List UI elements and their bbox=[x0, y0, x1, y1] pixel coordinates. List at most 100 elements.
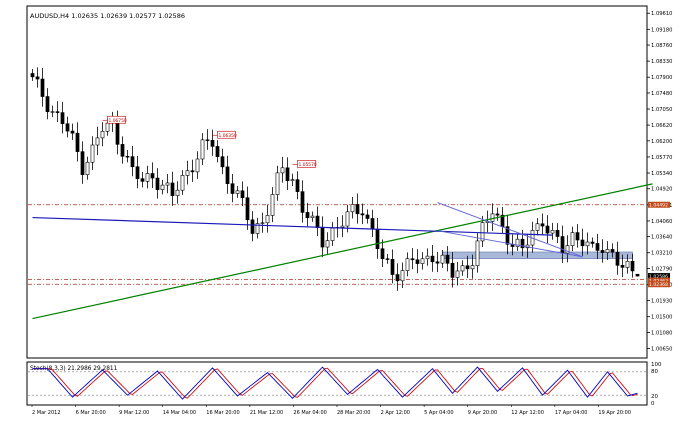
candle-body bbox=[555, 229, 560, 237]
candle-body bbox=[55, 111, 60, 113]
candle-body bbox=[40, 78, 45, 97]
candle-body bbox=[280, 167, 285, 174]
high-marker-label: 1.05570 bbox=[299, 162, 317, 168]
support-zone-rect bbox=[442, 251, 633, 260]
price-tick-label: 1.01500 bbox=[651, 315, 672, 321]
candle-body bbox=[50, 111, 55, 113]
candle-body bbox=[190, 170, 195, 173]
time-tick-label: 2 Apr 12:00 bbox=[381, 410, 410, 416]
candle-body bbox=[445, 254, 450, 264]
candle-body bbox=[210, 139, 215, 147]
candle-body bbox=[235, 190, 240, 194]
candle-body bbox=[135, 166, 140, 179]
time-tick-label: 2 Mar 2012 bbox=[32, 410, 61, 416]
time-tick-label: 6 Mar 20:00 bbox=[76, 410, 106, 416]
candle-body bbox=[635, 273, 640, 277]
candle-body bbox=[80, 151, 85, 175]
candle-body bbox=[600, 250, 605, 253]
time-tick-label: 9 Mar 12:00 bbox=[119, 410, 149, 416]
price-tick-label: 1.02790 bbox=[651, 266, 672, 272]
price-tick-label: 1.03210 bbox=[651, 251, 672, 257]
candle-body bbox=[45, 96, 50, 113]
candle-body bbox=[505, 226, 510, 245]
candle-body bbox=[545, 225, 550, 234]
candle-body bbox=[465, 265, 470, 270]
support-zone bbox=[442, 251, 633, 260]
candle-body bbox=[185, 170, 190, 176]
candle-body bbox=[590, 241, 595, 244]
candle-body bbox=[515, 238, 520, 247]
candle-body bbox=[460, 265, 465, 272]
candle-body bbox=[360, 213, 365, 216]
candle-body bbox=[245, 197, 250, 221]
candle-body bbox=[105, 122, 110, 132]
candle-body bbox=[390, 259, 395, 275]
candle-body bbox=[475, 240, 480, 266]
candle-body bbox=[380, 248, 385, 260]
candle-body bbox=[115, 121, 120, 145]
stochastic-signal-line bbox=[32, 367, 638, 399]
price-tick-label: 1.07480 bbox=[651, 91, 672, 97]
candle-body bbox=[290, 179, 295, 181]
candle-body bbox=[310, 215, 315, 219]
candle-body bbox=[410, 258, 415, 261]
candle-body bbox=[540, 223, 545, 227]
candle-body bbox=[205, 139, 210, 141]
high-marker-box bbox=[107, 115, 126, 124]
candle-body bbox=[385, 258, 390, 260]
high-marker-label: 1.06350 bbox=[219, 133, 237, 139]
candle-body bbox=[230, 183, 235, 194]
price-tick-label: 1.08760 bbox=[651, 43, 672, 49]
candle-body bbox=[275, 172, 280, 195]
candle-body bbox=[395, 274, 400, 282]
indicator-scale-top: 100 bbox=[651, 362, 662, 368]
time-tick-label: 19 Apr 20:00 bbox=[598, 410, 631, 416]
candle-body bbox=[90, 144, 95, 163]
price-tick-label: 1.05340 bbox=[651, 171, 672, 177]
candle-body bbox=[30, 73, 35, 78]
time-tick-label: 12 Apr 12:00 bbox=[511, 410, 544, 416]
high-markers: 1.06750 1.06350 1.05570 bbox=[102, 115, 317, 168]
candle-body bbox=[450, 263, 455, 278]
symbol-header: AUDUSD,H4 1.02635 1.02639 1.02577 1.0258… bbox=[30, 12, 185, 20]
indicator-label: Stoch(8,3,3) 21.2986 29.2811 bbox=[30, 366, 118, 372]
high-marker-box bbox=[297, 160, 316, 168]
candle-body bbox=[140, 178, 145, 182]
candle-body bbox=[630, 260, 635, 272]
time-tick-label: 5 Apr 04:00 bbox=[424, 410, 453, 416]
candle-body bbox=[430, 255, 435, 263]
price-tick-label: 1.03640 bbox=[651, 235, 672, 241]
candle-body bbox=[605, 249, 610, 253]
candle-body bbox=[440, 254, 445, 264]
candle-body bbox=[405, 258, 410, 271]
price-tick-label: 1.07900 bbox=[651, 75, 672, 81]
candle-body bbox=[480, 222, 485, 242]
trendlines bbox=[32, 183, 653, 320]
candle-body bbox=[425, 255, 430, 260]
candle-body bbox=[120, 144, 125, 157]
time-tick-label: 26 Mar 04:00 bbox=[293, 410, 326, 416]
price-tick-label: 1.04920 bbox=[651, 187, 672, 193]
candle-body bbox=[570, 232, 575, 246]
candle-body bbox=[415, 259, 420, 264]
candle-body bbox=[400, 270, 405, 282]
candle-body bbox=[240, 190, 245, 199]
candle-body bbox=[330, 227, 335, 241]
price-tick-label: 1.06620 bbox=[651, 123, 672, 129]
high-marker-label: 1.06750 bbox=[109, 118, 127, 124]
candle-body bbox=[495, 213, 500, 216]
candle-body bbox=[575, 232, 580, 241]
candle-body bbox=[95, 137, 100, 146]
price-tick-label: 1.09610 bbox=[651, 11, 672, 17]
candle-body bbox=[535, 223, 540, 231]
indicator-level-high: 80 bbox=[651, 369, 658, 375]
candle-body bbox=[35, 76, 40, 80]
time-tick-label: 14 Mar 04:00 bbox=[163, 410, 196, 416]
price-box bbox=[648, 277, 670, 284]
candle-body bbox=[625, 260, 630, 268]
candle-body bbox=[255, 223, 260, 234]
candle-body bbox=[75, 132, 80, 152]
